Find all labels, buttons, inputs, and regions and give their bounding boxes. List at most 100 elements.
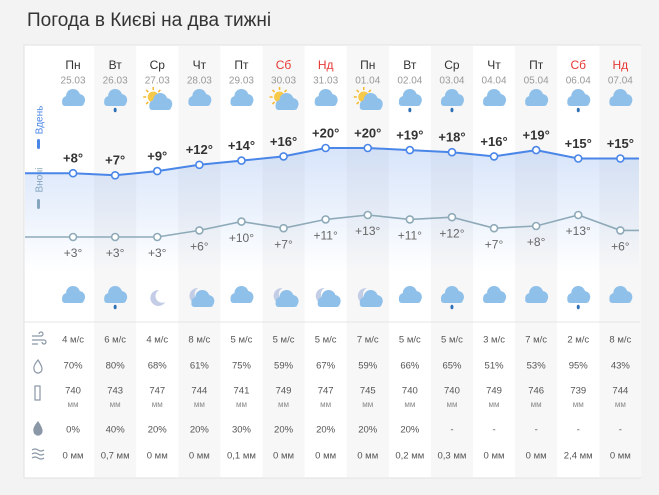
cloud-part xyxy=(567,100,590,106)
weather-icon xyxy=(609,286,633,303)
pressure: 744 xyxy=(191,386,207,397)
precipitation: 0 мм xyxy=(189,451,210,462)
precip-probability: 40% xyxy=(106,425,126,436)
wind: 4 м/с xyxy=(62,335,84,346)
night-point xyxy=(573,210,583,220)
weekday: Чт xyxy=(487,58,501,72)
sun-ray xyxy=(157,89,161,93)
weather-icon xyxy=(483,89,507,106)
humidity: 51% xyxy=(485,361,505,372)
date: 07.04 xyxy=(608,76,633,87)
humidity: 95% xyxy=(569,361,589,372)
day-point xyxy=(363,143,373,153)
night-point xyxy=(152,232,162,242)
weekday: Чт xyxy=(193,58,207,72)
rain-drop xyxy=(450,107,454,113)
day-temp-label: +15° xyxy=(565,136,592,151)
humidity: 75% xyxy=(232,361,252,372)
pressure-unit: мм xyxy=(236,400,247,409)
cloud-part xyxy=(275,301,298,307)
rain-drop xyxy=(113,304,117,310)
date: 25.03 xyxy=(61,76,86,87)
title: Погода в Києві на два тижні xyxy=(27,10,271,31)
pressure-unit: мм xyxy=(446,400,457,409)
weather-icon xyxy=(143,87,173,110)
weather-icon xyxy=(104,89,128,113)
day-temp-label: +16° xyxy=(270,134,297,149)
cloud-part xyxy=(104,297,127,303)
humidity: 59% xyxy=(358,361,378,372)
humidity: 80% xyxy=(106,361,126,372)
weather-icon xyxy=(315,287,341,307)
night-line xyxy=(25,214,639,238)
humidity: 59% xyxy=(274,361,294,372)
precip-probability: - xyxy=(492,425,495,436)
precip-probability: 0% xyxy=(66,425,80,436)
day-temp-label: +16° xyxy=(480,134,507,149)
pressure: 744 xyxy=(612,386,628,397)
night-temp-label: +6° xyxy=(190,240,209,254)
wind: 5 м/с xyxy=(315,335,337,346)
cloud-part xyxy=(188,100,211,106)
wind-icon xyxy=(32,331,47,345)
day-marker xyxy=(37,139,40,149)
day-label: Вдень xyxy=(35,106,46,135)
humidity: 68% xyxy=(148,361,168,372)
night-temp-label: +3° xyxy=(64,246,83,260)
pressure: 740 xyxy=(444,386,460,397)
date: 28.03 xyxy=(187,76,212,87)
humidity: 53% xyxy=(527,361,547,372)
wind: 7 м/с xyxy=(357,335,379,346)
pressure: 743 xyxy=(107,386,123,397)
precip-probability: 20% xyxy=(148,425,168,436)
moon xyxy=(150,289,166,306)
humidity-icon xyxy=(33,358,43,374)
weekday: Пн xyxy=(65,58,80,72)
precipitation: 0,7 мм xyxy=(101,451,130,462)
humidity: 43% xyxy=(611,361,631,372)
night-temp-label: +13° xyxy=(566,224,591,238)
pressure-unit: мм xyxy=(194,400,205,409)
wind: 6 м/с xyxy=(104,335,126,346)
day-temp-label: +19° xyxy=(396,128,423,143)
night-point xyxy=(447,212,457,222)
weather-icon xyxy=(398,89,422,113)
night-point xyxy=(531,221,541,231)
precipitation: 0 мм xyxy=(357,451,378,462)
weather-icon xyxy=(314,89,338,106)
day-line xyxy=(25,147,639,177)
date: 29.03 xyxy=(229,76,254,87)
rain-drop xyxy=(408,107,412,113)
precip-probability: 20% xyxy=(358,425,378,436)
sun-ray xyxy=(271,101,276,105)
day-point xyxy=(152,166,162,176)
night-temp-label: +7° xyxy=(485,237,504,251)
date: 30.03 xyxy=(271,76,296,87)
precipitation: 0,3 мм xyxy=(437,451,466,462)
rain-drop xyxy=(576,107,580,113)
day-temp-label: +20° xyxy=(354,125,381,140)
pressure: 749 xyxy=(276,386,292,397)
precip-icon xyxy=(31,448,45,460)
pressure: 747 xyxy=(149,386,165,397)
precipitation: 0 мм xyxy=(147,451,168,462)
night-point xyxy=(237,217,246,226)
cloud-part xyxy=(483,100,506,106)
wind: 8 м/с xyxy=(609,335,631,346)
night-point xyxy=(405,215,415,224)
night-temp-label: +8° xyxy=(527,235,546,249)
weather-icon xyxy=(525,89,549,106)
cloud-part xyxy=(359,301,382,307)
night-point xyxy=(279,223,288,233)
pressure: 747 xyxy=(318,386,334,397)
pressure: 740 xyxy=(402,386,418,397)
cloud-part xyxy=(314,100,337,106)
sun-ray xyxy=(283,89,288,93)
night-temp-label: +12° xyxy=(439,226,464,240)
precipitation: 0 мм xyxy=(526,451,547,462)
day-point xyxy=(489,152,499,161)
day-point xyxy=(195,160,204,170)
precipitation: 0 мм xyxy=(315,451,336,462)
